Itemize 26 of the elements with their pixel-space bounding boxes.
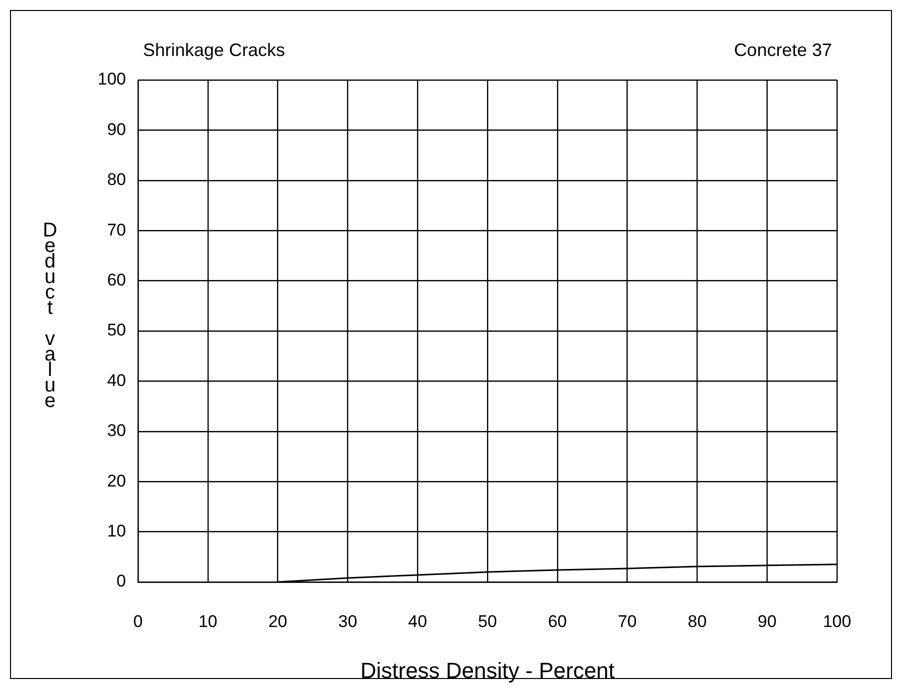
x-tick-label: 20 xyxy=(268,612,288,631)
y-tick-label: 80 xyxy=(107,170,126,190)
y-tick-label: 50 xyxy=(107,320,126,340)
x-tick-label: 90 xyxy=(758,612,777,631)
y-tick-label: 30 xyxy=(107,421,126,440)
text: Deduct value xyxy=(42,219,58,412)
chart-title: Shrinkage Cracks xyxy=(143,40,286,60)
y-tick-label: 40 xyxy=(107,370,126,390)
y-tick-label: 0 xyxy=(116,572,126,591)
y-tick-label: 10 xyxy=(107,521,126,540)
x-tick-label: 50 xyxy=(478,612,497,631)
x-tick-label: 10 xyxy=(198,612,218,631)
chart-subtitle: Concrete 37 xyxy=(734,40,832,60)
y-tick-label: 60 xyxy=(107,270,126,290)
y-tick-label: 70 xyxy=(107,220,126,240)
y-tick-label: 20 xyxy=(107,471,126,490)
x-tick-label: 100 xyxy=(822,612,852,631)
y-tick-label: 90 xyxy=(107,120,126,139)
x-tick-label: 70 xyxy=(618,612,637,631)
y-tick-label: 100 xyxy=(98,70,126,89)
x-tick-label: 60 xyxy=(548,612,567,631)
x-tick-label: 0 xyxy=(133,612,143,631)
x-axis-title: Distress Density - Percent xyxy=(360,658,615,683)
x-tick-label: 80 xyxy=(688,612,707,631)
x-tick-label: 40 xyxy=(408,612,428,631)
x-tick-label: 30 xyxy=(338,612,358,631)
